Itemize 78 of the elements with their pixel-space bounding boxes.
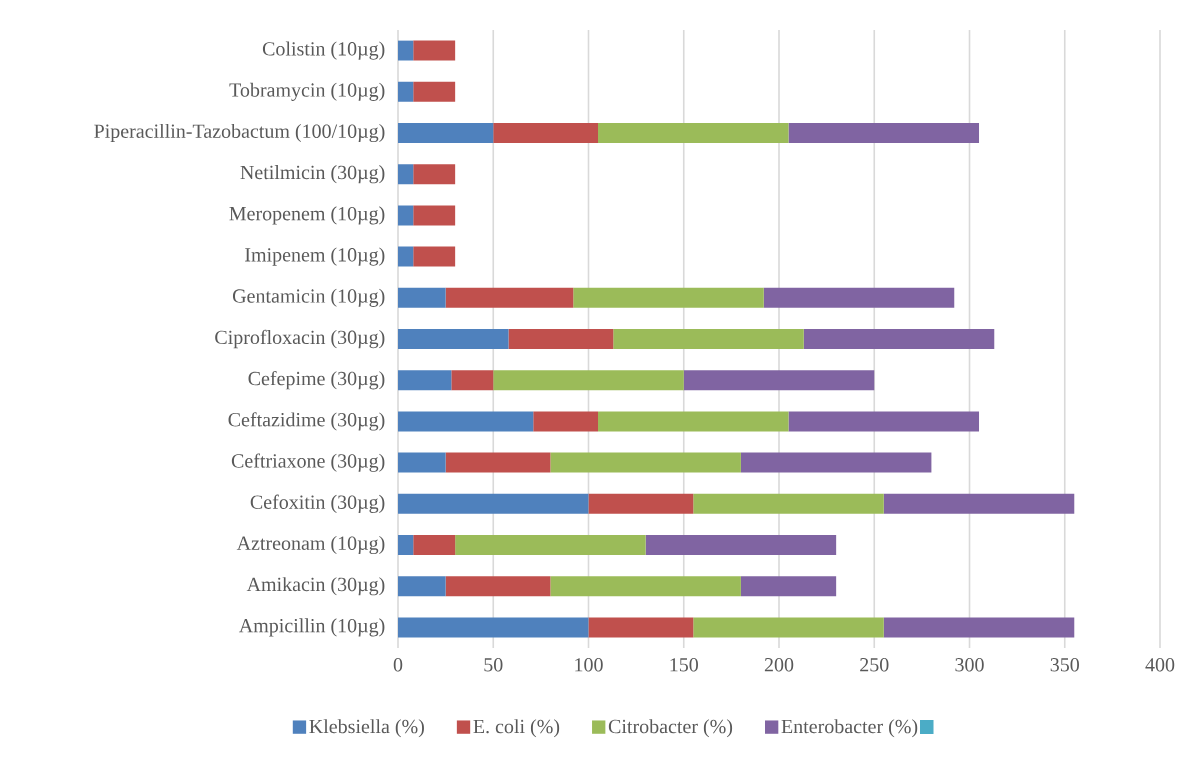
x-tick-label: 50 <box>484 658 503 672</box>
x-tick-label: 250 <box>860 658 889 672</box>
bar <box>683 370 875 391</box>
x-tick-label: 400 <box>1145 658 1175 672</box>
bar <box>645 535 837 556</box>
y-tick-label: Gentamicin (10µg) <box>232 288 385 307</box>
bar <box>398 370 452 391</box>
bar <box>398 329 509 350</box>
bar <box>693 493 884 514</box>
bar <box>598 411 789 432</box>
bar <box>740 576 837 597</box>
bar <box>803 329 995 350</box>
bar <box>883 617 1075 638</box>
bar <box>788 411 980 432</box>
bar <box>693 617 884 638</box>
bar <box>550 452 741 473</box>
bar <box>398 164 414 185</box>
bar <box>398 40 414 61</box>
bar <box>398 617 589 638</box>
bar <box>398 535 414 556</box>
bar <box>398 452 446 473</box>
bar <box>398 123 494 144</box>
y-tick-label: Tobramycin (10µg) <box>229 82 385 101</box>
bar <box>445 287 574 308</box>
bar <box>588 617 694 638</box>
y-tick-label: Ciprofloxacin (30µg) <box>215 329 385 349</box>
y-tick-label: Colistin (10µg) <box>262 41 385 60</box>
bar <box>493 370 684 391</box>
bar <box>445 452 551 473</box>
x-tick-label: 100 <box>575 658 603 672</box>
bar <box>788 123 980 144</box>
bar <box>763 287 955 308</box>
bar <box>398 205 414 226</box>
x-tick-label: 300 <box>955 658 984 672</box>
bar <box>533 411 599 432</box>
bar <box>550 576 741 597</box>
bar <box>451 370 494 391</box>
y-tick-label: Meropenem (10µg) <box>229 206 385 225</box>
y-tick-label: Piperacillin-Tazobactum (100/10µg) <box>94 123 385 143</box>
bar <box>413 246 456 267</box>
bar <box>740 452 932 473</box>
bar <box>398 576 446 597</box>
bar <box>413 81 456 102</box>
bar <box>398 411 534 432</box>
bar <box>445 576 551 597</box>
bar <box>398 493 589 514</box>
bar <box>598 123 789 144</box>
bar <box>508 329 614 350</box>
y-tick-label: Netilmicin (30µg) <box>240 165 385 184</box>
bar <box>613 329 804 350</box>
bar <box>883 493 1075 514</box>
legend-label: Enterobacter (%) <box>781 719 918 738</box>
bar <box>398 81 414 102</box>
y-tick-label: Ceftriaxone (30µg) <box>231 453 385 472</box>
y-tick-label: Ceftazidime (30µg) <box>228 412 385 431</box>
legend-label: E. coli (%) <box>473 719 560 738</box>
y-tick-label: Amikacin (30µg) <box>246 577 385 596</box>
bar <box>413 40 456 61</box>
x-tick-label: 150 <box>670 658 698 672</box>
x-tick-label: 200 <box>764 658 794 672</box>
bar <box>455 535 646 556</box>
y-tick-label: Cefepime (30µg) <box>248 371 385 390</box>
bar <box>588 493 694 514</box>
x-tick-label: 350 <box>1050 658 1079 672</box>
x-tick-label: 0 <box>393 658 403 672</box>
legend-label: Citrobacter (%) <box>608 719 733 738</box>
bar <box>398 246 414 267</box>
bar <box>573 287 764 308</box>
y-tick-label: Cefoxitin (30µg) <box>250 494 385 513</box>
bar <box>413 535 456 556</box>
legend-label: Klebsiella (%) <box>309 719 424 738</box>
bar <box>493 123 599 144</box>
y-tick-label: Imipenem (10µg) <box>245 247 385 266</box>
bar <box>413 164 456 185</box>
bar <box>398 287 446 308</box>
y-tick-label: Aztreonam (10µg) <box>236 535 385 555</box>
y-tick-label: Ampicillin (10µg) <box>238 618 385 637</box>
bar <box>413 205 456 226</box>
